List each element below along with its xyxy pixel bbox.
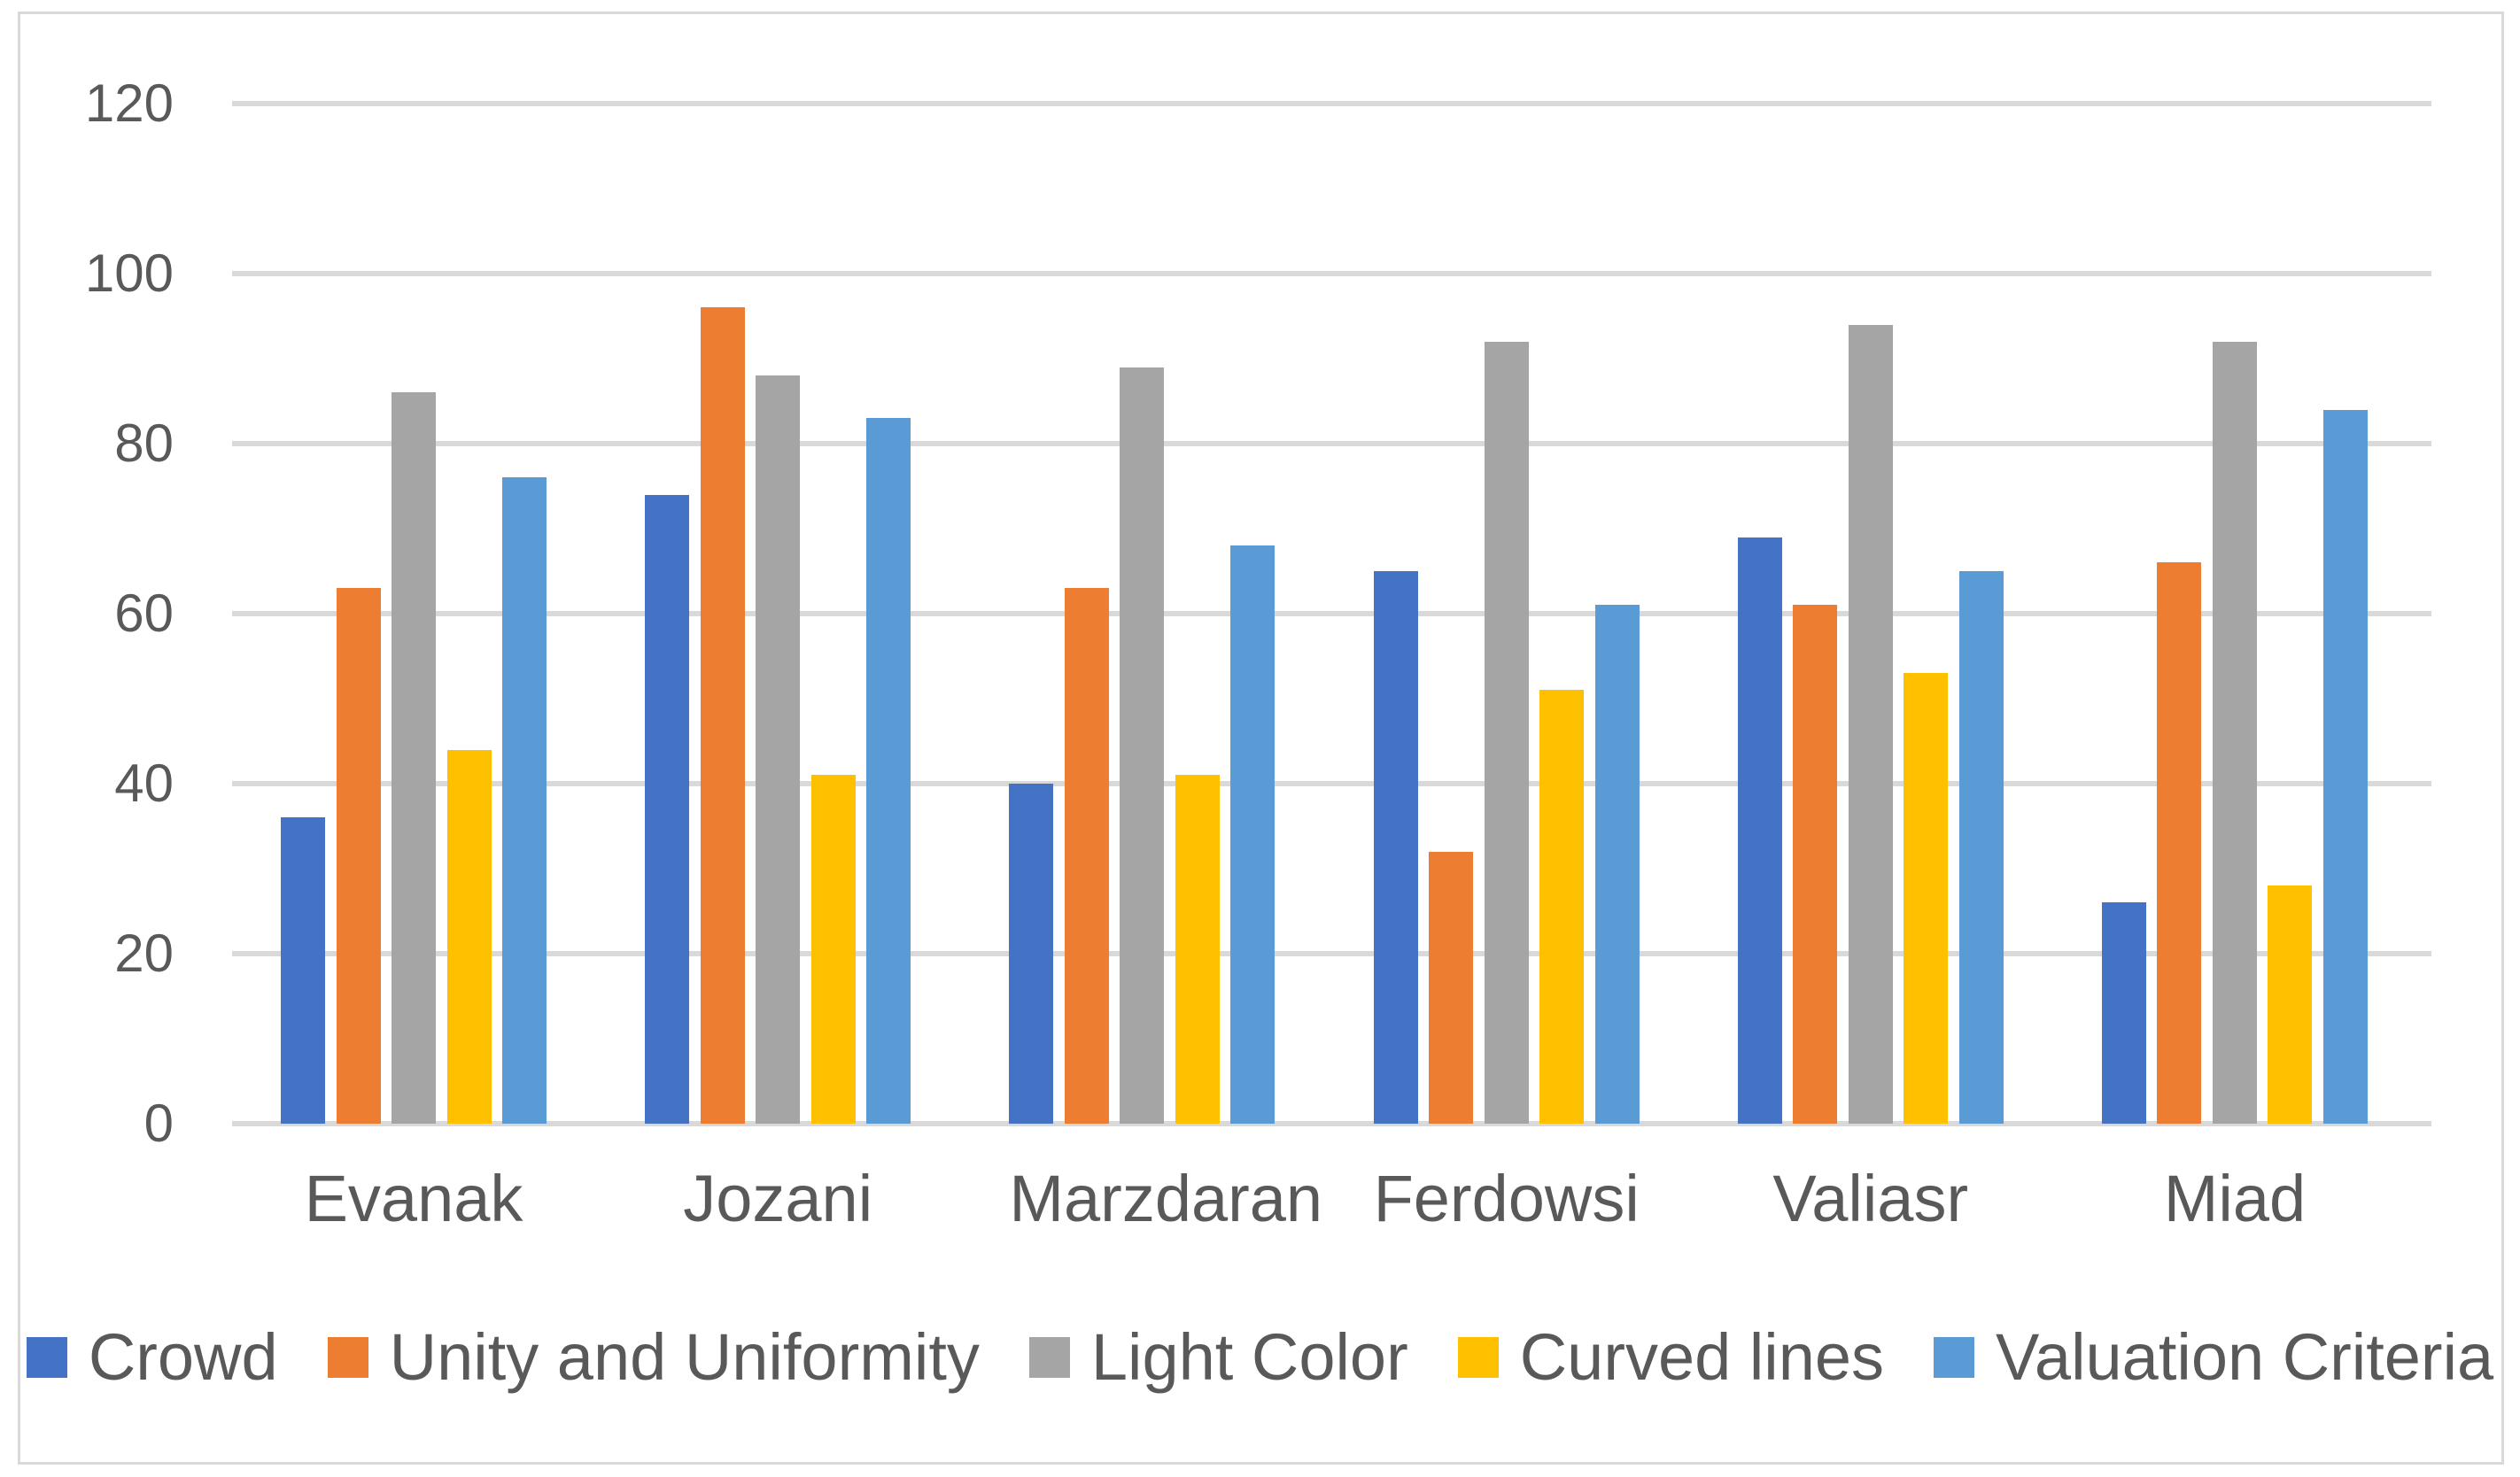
gridline-80: [232, 441, 2431, 446]
bar-jozani-light-color: [756, 375, 801, 1124]
bar-group-jozani: [645, 0, 911, 1124]
y-tick-label-80: 80: [114, 414, 174, 473]
x-axis-label-marzdaran: Marzdaran: [1009, 1162, 1323, 1235]
legend-swatch-icon: [1934, 1337, 1975, 1378]
legend-item-crowd: Crowd: [26, 1318, 278, 1397]
bar-jozani-crowd: [645, 494, 690, 1124]
bar-jozani-unity-and-uniformity: [700, 307, 745, 1124]
bar-marzdaran-crowd: [1009, 784, 1054, 1124]
y-tick-label-100: 100: [84, 244, 174, 303]
bar-ferdowsi-valuation-criteria: [1594, 605, 1640, 1124]
bar-miad-curved-lines: [2268, 885, 2313, 1124]
bar-marzdaran-valuation-criteria: [1230, 545, 1276, 1124]
x-axis-label-jozani: Jozani: [683, 1162, 873, 1235]
bar-evanak-curved-lines: [446, 749, 492, 1124]
legend-swatch-icon: [26, 1337, 67, 1378]
gridline-40: [232, 781, 2431, 786]
legend-label: Unity and Uniformity: [389, 1320, 980, 1394]
bar-miad-unity-and-uniformity: [2157, 562, 2202, 1124]
legend-swatch-icon: [1028, 1337, 1070, 1378]
bar-valiasr-crowd: [1737, 537, 1782, 1124]
legend-swatch-icon: [1457, 1337, 1499, 1378]
legend: Crowd Unity and Uniformity Light Color Curv…: [0, 1318, 2520, 1397]
bar-ferdowsi-unity-and-uniformity: [1429, 851, 1474, 1124]
legend-item-light-color: Light Color: [1028, 1318, 1408, 1397]
bar-marzdaran-light-color: [1120, 367, 1165, 1124]
bar-groups-layer: [281, 0, 2368, 1124]
legend-swatch-icon: [327, 1337, 368, 1378]
bar-ferdowsi-light-color: [1484, 341, 1529, 1124]
bar-group-miad: [2101, 0, 2368, 1124]
x-axis-category-labels: Evanak Jozani Marzdaran Ferdowsi Valiasr Miad: [281, 1162, 2368, 1236]
gridline-100: [232, 271, 2431, 276]
bar-evanak-valuation-criteria: [502, 477, 547, 1124]
bar-evanak-light-color: [392, 392, 436, 1124]
bar-marzdaran-curved-lines: [1175, 775, 1220, 1124]
legend-label: Crowd: [88, 1320, 278, 1394]
gridline-60: [232, 611, 2431, 616]
bar-evanak-crowd: [281, 817, 325, 1124]
bar-ferdowsi-curved-lines: [1539, 690, 1585, 1124]
legend-item-valuation-criteria: Valuation Criteria: [1934, 1318, 2493, 1397]
bar-miad-valuation-criteria: [2322, 409, 2368, 1124]
bar-valiasr-unity-and-uniformity: [1793, 605, 1838, 1124]
legend-label: Curved lines: [1519, 1320, 1885, 1394]
y-tick-label-0: 0: [143, 1094, 174, 1153]
bar-group-evanak: [281, 0, 547, 1124]
bar-valiasr-valuation-criteria: [1958, 571, 2004, 1124]
bar-marzdaran-unity-and-uniformity: [1064, 588, 1109, 1124]
bar-group-valiasr: [1737, 0, 2004, 1124]
gridline-20: [232, 951, 2431, 956]
x-axis-label-miad: Miad: [2163, 1162, 2307, 1235]
legend-item-unity-and-uniformity: Unity and Uniformity: [327, 1318, 980, 1397]
y-tick-label-40: 40: [114, 754, 174, 813]
bar-jozani-curved-lines: [810, 775, 856, 1124]
legend-label: Light Color: [1090, 1320, 1408, 1394]
bar-miad-crowd: [2101, 902, 2146, 1124]
bar-ferdowsi-crowd: [1373, 571, 1418, 1124]
gridline-0: [232, 1121, 2431, 1126]
bar-jozani-valuation-criteria: [866, 418, 911, 1124]
bar-evanak-unity-and-uniformity: [336, 588, 381, 1124]
legend-item-curved-lines: Curved lines: [1457, 1318, 1885, 1397]
x-axis-label-valiasr: Valiasr: [1772, 1162, 1969, 1235]
x-axis-label-evanak: Evanak: [304, 1162, 523, 1235]
y-tick-label-20: 20: [114, 924, 174, 983]
bar-group-marzdaran: [1009, 0, 1276, 1124]
bar-miad-light-color: [2212, 341, 2257, 1124]
bar-valiasr-light-color: [1848, 324, 1893, 1124]
bar-valiasr-curved-lines: [1904, 673, 1949, 1124]
y-tick-label-60: 60: [114, 584, 174, 643]
gridline-120: [232, 101, 2431, 106]
bar-group-ferdowsi: [1373, 0, 1640, 1124]
y-tick-label-120: 120: [84, 73, 174, 133]
legend-label: Valuation Criteria: [1996, 1320, 2494, 1394]
x-axis-label-ferdowsi: Ferdowsi: [1373, 1162, 1640, 1235]
